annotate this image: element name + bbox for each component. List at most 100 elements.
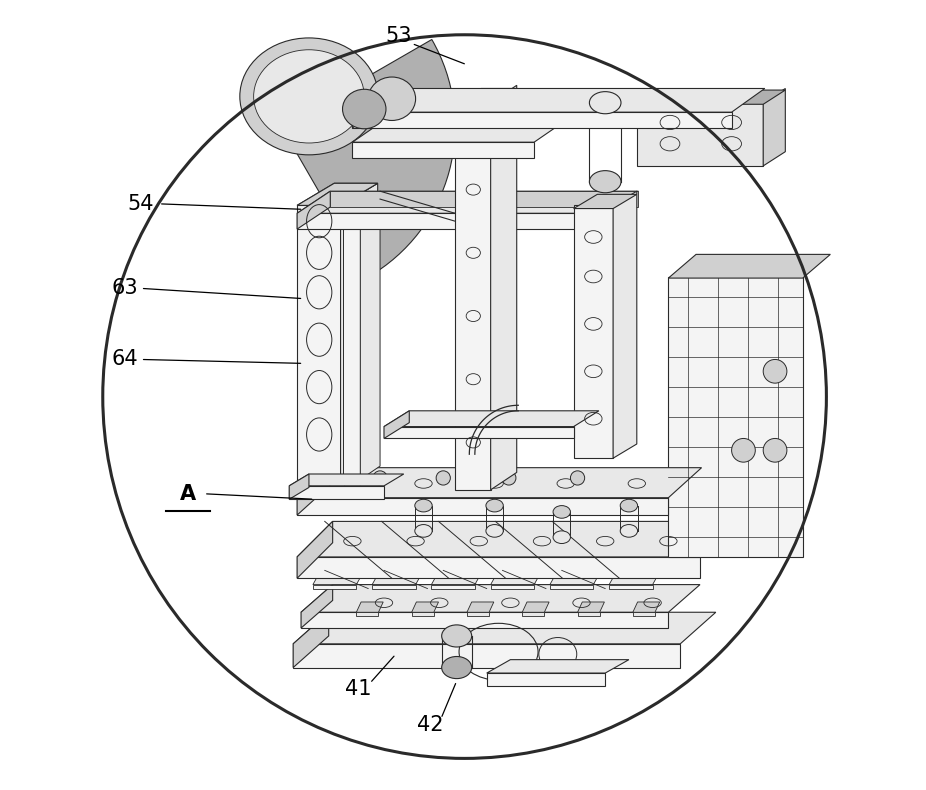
Polygon shape xyxy=(313,585,357,589)
Polygon shape xyxy=(294,612,716,644)
Polygon shape xyxy=(341,183,378,482)
Ellipse shape xyxy=(254,50,364,143)
Ellipse shape xyxy=(570,471,584,485)
Polygon shape xyxy=(360,194,380,480)
Polygon shape xyxy=(297,521,332,578)
Polygon shape xyxy=(297,498,669,515)
Ellipse shape xyxy=(442,625,471,647)
Ellipse shape xyxy=(240,38,378,155)
Polygon shape xyxy=(343,207,360,480)
Text: 41: 41 xyxy=(345,679,372,699)
Ellipse shape xyxy=(590,171,621,193)
Ellipse shape xyxy=(343,89,386,129)
Polygon shape xyxy=(289,474,309,499)
Polygon shape xyxy=(573,194,637,209)
Polygon shape xyxy=(573,205,613,458)
Polygon shape xyxy=(467,602,494,612)
Polygon shape xyxy=(297,191,331,229)
Polygon shape xyxy=(522,602,549,612)
Text: 42: 42 xyxy=(417,715,443,735)
Ellipse shape xyxy=(373,471,387,485)
Polygon shape xyxy=(455,103,491,490)
Polygon shape xyxy=(357,602,383,612)
Ellipse shape xyxy=(590,92,621,114)
Ellipse shape xyxy=(442,656,471,679)
Polygon shape xyxy=(297,521,735,557)
Ellipse shape xyxy=(502,471,516,485)
Polygon shape xyxy=(763,88,785,166)
Ellipse shape xyxy=(415,499,432,512)
Polygon shape xyxy=(487,660,629,673)
Polygon shape xyxy=(289,486,384,499)
Wedge shape xyxy=(297,40,455,277)
Polygon shape xyxy=(609,585,653,589)
Polygon shape xyxy=(669,254,831,278)
Polygon shape xyxy=(455,88,517,106)
Polygon shape xyxy=(491,85,517,490)
Polygon shape xyxy=(294,612,329,668)
Polygon shape xyxy=(550,585,594,589)
Polygon shape xyxy=(487,673,606,686)
Ellipse shape xyxy=(732,438,756,462)
Ellipse shape xyxy=(369,77,416,121)
Polygon shape xyxy=(432,570,482,585)
Polygon shape xyxy=(297,191,638,213)
Polygon shape xyxy=(522,612,544,616)
Polygon shape xyxy=(578,612,600,616)
Polygon shape xyxy=(609,570,660,585)
Polygon shape xyxy=(467,612,489,616)
Polygon shape xyxy=(432,585,475,589)
Polygon shape xyxy=(301,585,332,628)
Polygon shape xyxy=(331,191,638,207)
Polygon shape xyxy=(412,602,439,612)
Polygon shape xyxy=(412,612,433,616)
Ellipse shape xyxy=(763,438,787,462)
Polygon shape xyxy=(289,474,404,486)
Polygon shape xyxy=(294,644,681,668)
Polygon shape xyxy=(353,88,765,112)
Polygon shape xyxy=(578,602,605,612)
Polygon shape xyxy=(372,585,416,589)
Polygon shape xyxy=(297,213,606,229)
Polygon shape xyxy=(669,276,803,557)
Polygon shape xyxy=(353,88,385,128)
Text: 64: 64 xyxy=(111,349,138,370)
Ellipse shape xyxy=(553,531,570,544)
Polygon shape xyxy=(384,411,599,427)
Text: 54: 54 xyxy=(128,194,154,214)
Polygon shape xyxy=(384,411,409,438)
Text: 63: 63 xyxy=(111,278,138,299)
Polygon shape xyxy=(313,570,364,585)
Polygon shape xyxy=(637,103,763,166)
Polygon shape xyxy=(384,427,573,438)
Polygon shape xyxy=(550,570,601,585)
Text: A: A xyxy=(180,483,196,504)
Polygon shape xyxy=(297,205,341,482)
Ellipse shape xyxy=(620,525,638,537)
Polygon shape xyxy=(637,90,785,104)
Ellipse shape xyxy=(436,471,450,485)
Ellipse shape xyxy=(553,506,570,518)
Ellipse shape xyxy=(763,359,787,383)
Polygon shape xyxy=(353,142,534,158)
Polygon shape xyxy=(491,585,534,589)
Ellipse shape xyxy=(415,525,432,537)
Polygon shape xyxy=(297,468,702,498)
Polygon shape xyxy=(491,570,542,585)
Polygon shape xyxy=(632,602,659,612)
Polygon shape xyxy=(613,191,637,458)
Polygon shape xyxy=(353,112,732,128)
Polygon shape xyxy=(632,612,655,616)
Polygon shape xyxy=(297,183,378,205)
Polygon shape xyxy=(357,612,379,616)
Polygon shape xyxy=(353,125,559,142)
Ellipse shape xyxy=(620,499,638,512)
Ellipse shape xyxy=(486,499,504,512)
Polygon shape xyxy=(372,570,423,585)
Polygon shape xyxy=(301,612,669,628)
Polygon shape xyxy=(301,585,700,612)
Polygon shape xyxy=(297,183,378,205)
Polygon shape xyxy=(297,468,331,515)
Text: 53: 53 xyxy=(385,25,411,46)
Ellipse shape xyxy=(486,525,504,537)
